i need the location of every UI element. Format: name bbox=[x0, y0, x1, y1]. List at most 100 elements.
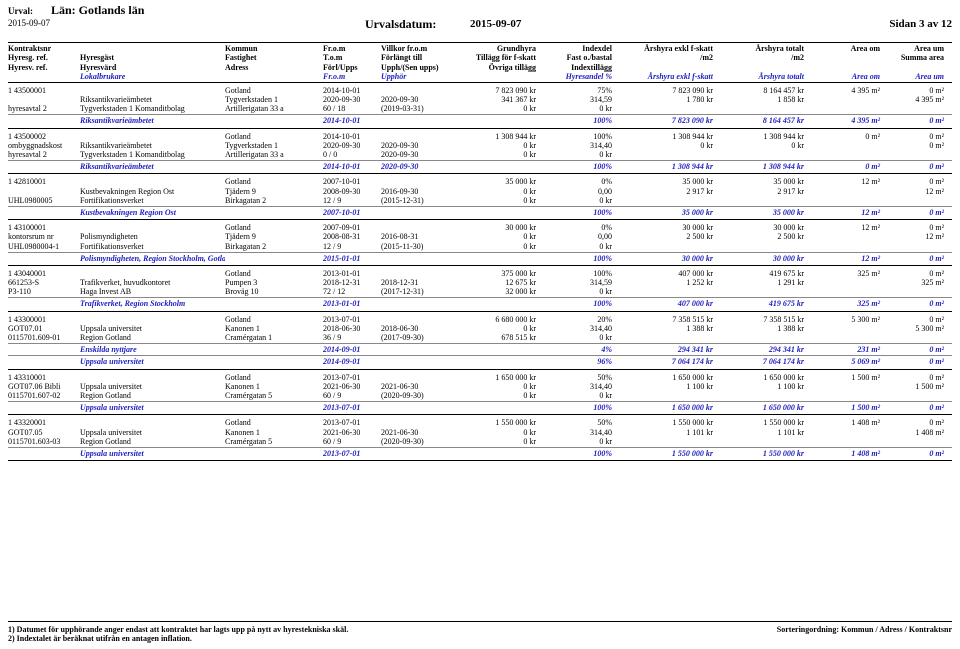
colhdr bbox=[8, 72, 80, 81]
cell: 30 000 kr bbox=[618, 254, 719, 263]
colhdr: /m2 bbox=[618, 53, 719, 62]
cell: 100% bbox=[542, 299, 618, 308]
cell: 2018-06-30 bbox=[323, 324, 381, 333]
cell bbox=[618, 150, 719, 159]
cell: 0 m² bbox=[886, 86, 944, 95]
colhdr: Hyresvärd bbox=[80, 63, 225, 72]
cell: 2014-09-01 bbox=[323, 357, 381, 366]
cell: Kustbevakningen Region Ost bbox=[80, 187, 225, 196]
table-row: Uppsala universitet2013-07-01100%1 550 0… bbox=[8, 449, 952, 458]
cell: 2007-10-01 bbox=[323, 208, 381, 217]
lan-title: Län: Gotlands län bbox=[51, 4, 144, 18]
cell: 1 100 kr bbox=[618, 382, 719, 391]
cell: 1 43040001 bbox=[8, 269, 80, 278]
cell bbox=[810, 391, 886, 400]
table-row: 1 42810001Gotland2007-10-0135 000 kr0%35… bbox=[8, 177, 952, 186]
cell: 2014-10-01 bbox=[323, 116, 381, 125]
cell: 1 308 944 kr bbox=[618, 132, 719, 141]
cell: 2013-07-01 bbox=[323, 418, 381, 427]
table-row: Polismyndigheten, Region Stockholm, Gotl… bbox=[8, 254, 952, 263]
cell bbox=[8, 95, 80, 104]
cell: Tygverkstaden 1 Komanditbolag bbox=[80, 104, 225, 113]
cell: 7 823 090 kr bbox=[618, 86, 719, 95]
table-row: 661253-STrafikverket, huvudkontoretPumpe… bbox=[8, 278, 952, 287]
table-row: kontorsrum nrPolismyndighetenTjädern 920… bbox=[8, 232, 952, 241]
cell: 0 m² bbox=[886, 223, 944, 232]
cell bbox=[381, 403, 456, 412]
cell: 30 000 kr bbox=[719, 223, 810, 232]
colhdr: Upphör bbox=[381, 72, 456, 81]
cell: Broväg 10 bbox=[225, 287, 323, 296]
cell: 0 m² bbox=[886, 177, 944, 186]
colhdr: Upph/(Sen upps) bbox=[381, 63, 456, 72]
cell: Tygverkstaden 1 Komanditbolag bbox=[80, 150, 225, 159]
cell: (2020-09-30) bbox=[381, 391, 456, 400]
cell bbox=[381, 254, 456, 263]
cell: 2014-09-01 bbox=[323, 345, 381, 354]
cell: 0 m² bbox=[886, 269, 944, 278]
cell bbox=[225, 208, 323, 217]
cell: 325 m² bbox=[810, 299, 886, 308]
cell: 72 / 12 bbox=[323, 287, 381, 296]
contract-group: 1 43310001Gotland2013-07-011 650 000 kr5… bbox=[8, 370, 952, 416]
cell bbox=[225, 162, 323, 171]
cell: 4 395 m² bbox=[810, 86, 886, 95]
cell: Region Gotland bbox=[80, 391, 225, 400]
table-row: hyresavtal 2Tygverkstaden 1 Komanditbola… bbox=[8, 104, 952, 113]
cell: 231 m² bbox=[810, 345, 886, 354]
cell bbox=[80, 315, 225, 324]
cell bbox=[80, 418, 225, 427]
cell: 2021-06-30 bbox=[323, 382, 381, 391]
cell: 314,40 bbox=[542, 428, 618, 437]
cell: 1 550 000 kr bbox=[618, 449, 719, 458]
cell: 0 m² bbox=[886, 116, 944, 125]
cell: 12 675 kr bbox=[456, 278, 542, 287]
cell: Artillerigatan 33 a bbox=[225, 104, 323, 113]
cell: 100% bbox=[542, 269, 618, 278]
cell: 0 kr bbox=[456, 187, 542, 196]
cell bbox=[618, 104, 719, 113]
cell: 0 kr bbox=[542, 104, 618, 113]
cell: 314,40 bbox=[542, 382, 618, 391]
cell bbox=[225, 116, 323, 125]
cell bbox=[225, 345, 323, 354]
report-page: Urval: Län: Gotlands län 2015-09-07 Urva… bbox=[0, 0, 960, 649]
cell: 12 m² bbox=[810, 177, 886, 186]
cell: 7 358 515 kr bbox=[719, 315, 810, 324]
cell: 1 101 kr bbox=[618, 428, 719, 437]
colhdr: Kontraktsnr bbox=[8, 44, 80, 53]
table-row: Trafikverket, Region Stockholm2013-01-01… bbox=[8, 299, 952, 308]
cell: 5 300 m² bbox=[886, 324, 944, 333]
cell: 1 308 944 kr bbox=[618, 162, 719, 171]
table-row: 0115701.607-02Region GotlandCramérgatan … bbox=[8, 391, 952, 400]
cell: Uppsala universitet bbox=[80, 449, 225, 458]
cell: 1 650 000 kr bbox=[719, 373, 810, 382]
cell: Enskilda nyttjare bbox=[80, 345, 225, 354]
contract-group: 1 43040001Gotland2013-01-01375 000 kr100… bbox=[8, 266, 952, 312]
cell: Haga Invest AB bbox=[80, 287, 225, 296]
cell bbox=[225, 449, 323, 458]
cell: 2020-09-30 bbox=[381, 141, 456, 150]
cell: 36 / 9 bbox=[323, 333, 381, 342]
cell: Region Gotland bbox=[80, 333, 225, 342]
cell: 0 kr bbox=[456, 428, 542, 437]
cell: Birkagatan 2 bbox=[225, 242, 323, 251]
cell: Fortifikationsverket bbox=[80, 196, 225, 205]
cell bbox=[719, 196, 810, 205]
cell: 2020-09-30 bbox=[323, 141, 381, 150]
colhdr: Årshyra totalt bbox=[719, 44, 810, 53]
cell: 0 m² bbox=[886, 132, 944, 141]
table-row: 1 43500002Gotland2014-10-011 308 944 kr1… bbox=[8, 132, 952, 141]
table-row: 1 43100001Gotland2007-09-0130 000 kr0%30… bbox=[8, 223, 952, 232]
cell: Artillerigatan 33 a bbox=[225, 150, 323, 159]
cell bbox=[381, 116, 456, 125]
cell: (2015-12-31) bbox=[381, 196, 456, 205]
cell: 2016-09-30 bbox=[381, 187, 456, 196]
table-row: 1 43040001Gotland2013-01-01375 000 kr100… bbox=[8, 269, 952, 278]
cell: 0 kr bbox=[618, 141, 719, 150]
urvalsdatum-label: Urvalsdatum: bbox=[365, 18, 436, 32]
colhdr: T.o.m bbox=[323, 53, 381, 62]
cell: 1 308 944 kr bbox=[456, 132, 542, 141]
cell bbox=[618, 196, 719, 205]
cell bbox=[381, 449, 456, 458]
